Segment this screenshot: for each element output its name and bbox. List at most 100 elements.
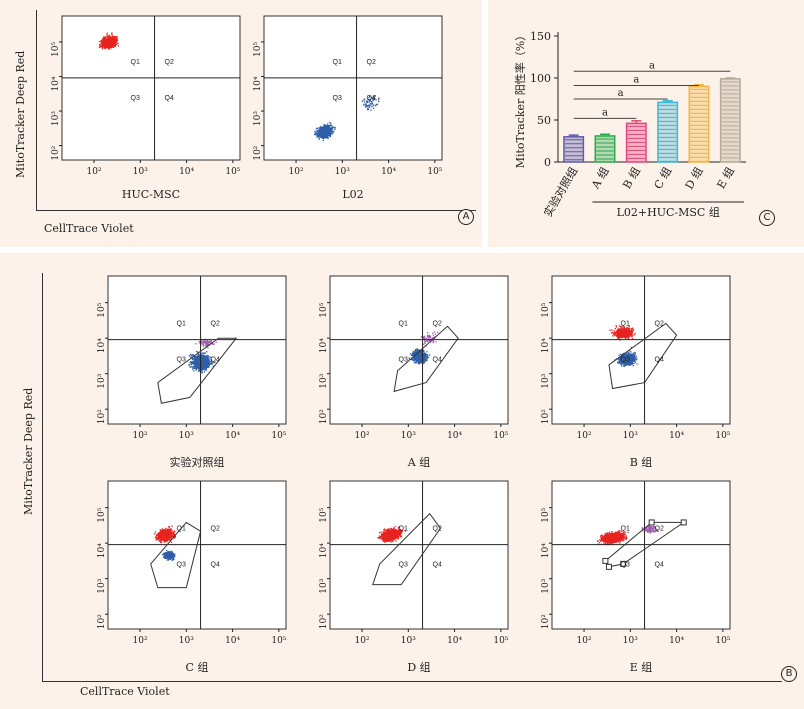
dot-cloud: [597, 523, 658, 546]
category-label: C 组: [651, 165, 675, 192]
y-tick-label: 10⁴: [319, 338, 329, 353]
quadrant-label: Q2: [165, 59, 174, 66]
separator: [482, 0, 488, 250]
plot-frame: [263, 15, 443, 161]
x-tick-label: 10⁵: [493, 636, 508, 646]
dot-cloud: [377, 525, 406, 543]
panel-b-marker: B: [781, 666, 797, 682]
y-tick-label: 10²: [253, 145, 263, 160]
quadrant-label: Q2: [211, 321, 220, 328]
gate-handle: [648, 519, 655, 526]
flow-plot-svg: Q1 Q2 Q3 Q4 10² 10³ 10⁴ 10⁵ 10² 10³ 10⁴ 10⁵: [541, 480, 731, 646]
plot-frame: [107, 275, 287, 425]
gate-polygon: [150, 521, 202, 589]
plot-frame: [329, 480, 509, 630]
dot-cloud: [314, 95, 380, 141]
x-tick-label: 10⁴: [179, 167, 194, 177]
y-tick-label: 10⁴: [51, 76, 61, 91]
quadrant-label: Q3: [333, 95, 342, 102]
flow-plot: Q1 Q2 Q3 Q4 10² 10³ 10⁴ 10⁵ 10² 10³ 10⁴ 10⁵: [541, 275, 731, 441]
y-axis-label: MitoTracker 阳性率（%）: [513, 30, 527, 169]
gate-polygon: [157, 337, 238, 404]
y-tick-label: 0: [544, 156, 551, 169]
x-tick-label: 10⁴: [225, 636, 240, 646]
y-tick-label: 10⁵: [541, 302, 551, 317]
panel-b-ylabel: MitoTracker Deep Red: [22, 387, 35, 515]
x-tick-label: 10²: [87, 167, 102, 177]
significance-label: a: [649, 60, 655, 71]
gate-handle: [680, 519, 687, 526]
panel-a: MitoTracker Deep Red CellTrace Violet A …: [0, 0, 482, 247]
x-tick-label: 10⁴: [669, 431, 684, 441]
y-tick-label: 10³: [541, 578, 551, 593]
quadrant-label: Q1: [177, 321, 186, 328]
flow-plot-svg: Q1 Q2 Q3 Q4 10² 10³ 10⁴ 10⁵ 10² 10³ 10⁴ 10⁵: [97, 275, 287, 441]
flow-plot: Q1 Q2 Q3 Q4 10² 10³ 10⁴ 10⁵ 10² 10³ 10⁴ 10⁵: [51, 15, 241, 177]
x-tick-label: 10⁴: [225, 431, 240, 441]
category-label: B 组: [620, 165, 643, 192]
x-tick-label: 10⁵: [271, 636, 286, 646]
y-tick-label: 10⁵: [541, 507, 551, 522]
x-tick-label: 10⁵: [715, 636, 730, 646]
group-label: L02+HUC-MSC 组: [617, 205, 720, 219]
x-tick-label: 10²: [289, 167, 304, 177]
flow-plot: Q1 Q2 Q3 Q4 10² 10³ 10⁴ 10⁵ 10² 10³ 10⁴ 10⁵: [97, 480, 287, 646]
y-tick-label: 10²: [319, 614, 329, 629]
y-tick-label: 150: [530, 30, 551, 43]
significance-label: a: [633, 75, 639, 86]
quadrant-label: Q4: [211, 562, 220, 569]
quadrant-label: Q2: [433, 526, 442, 533]
plot-frame: [107, 480, 287, 630]
panel-a-xlabel: CellTrace Violet: [44, 222, 134, 235]
quadrant-label: Q2: [433, 321, 442, 328]
y-tick-label: 10⁵: [51, 42, 61, 57]
x-tick-label: 10³: [179, 431, 194, 441]
plot-label: D 组: [407, 661, 431, 674]
y-tick-label: 10⁵: [97, 507, 107, 522]
flow-plot-svg: Q1 Q2 Q3 Q4 10² 10³ 10⁴ 10⁵ 10² 10³ 10⁴ 10⁵: [51, 15, 241, 177]
y-tick-label: 10⁵: [319, 302, 329, 317]
plot-label: A 组: [407, 456, 431, 469]
flow-plot-svg: Q1 Q2 Q3 Q4 10² 10³ 10⁴ 10⁵ 10² 10³ 10⁴ 10⁵: [319, 480, 509, 646]
y-tick-label: 10³: [319, 578, 329, 593]
quadrant-label: Q4: [367, 95, 376, 102]
flow-plot: Q1 Q2 Q3 Q4 10² 10³ 10⁴ 10⁵ 10² 10³ 10⁴ 10⁵: [97, 275, 287, 441]
x-tick-label: 10²: [577, 636, 592, 646]
quadrant-label: Q4: [433, 562, 442, 569]
gate-polygon: [608, 322, 678, 390]
flow-plot: Q1 Q2 Q3 Q4 10² 10³ 10⁴ 10⁵ 10² 10³ 10⁴ 10⁵: [319, 275, 509, 441]
y-tick-label: 10⁵: [319, 507, 329, 522]
x-tick-label: 10²: [133, 431, 148, 441]
plot-frame: [61, 15, 241, 161]
plot-label: E 组: [629, 661, 653, 674]
quadrant-label: Q1: [621, 321, 630, 328]
y-tick-label: 10²: [51, 145, 61, 160]
quadrant-label: Q3: [177, 357, 186, 364]
quadrant-label: Q4: [165, 95, 174, 102]
quadrant-label: Q2: [655, 526, 664, 533]
separator: [0, 247, 804, 253]
dot-cloud: [609, 325, 638, 367]
bar: [594, 135, 616, 163]
x-tick-label: 10³: [179, 636, 194, 646]
y-tick-label: 10³: [97, 373, 107, 388]
quadrant-label: Q4: [655, 562, 664, 569]
panel-a-axis-y: [36, 10, 37, 210]
x-tick-label: 10³: [401, 431, 416, 441]
plot-label: HUC-MSC: [121, 188, 181, 201]
quadrant-label: Q3: [399, 357, 408, 364]
quadrant-label: Q1: [621, 526, 630, 533]
quadrant-label: Q1: [131, 59, 140, 66]
y-tick-label: 10³: [253, 111, 263, 126]
quadrant-label: Q4: [655, 357, 664, 364]
panel-a-axis-x: [36, 210, 476, 211]
y-tick-label: 10²: [97, 409, 107, 424]
panel-b-axis-x: [42, 681, 782, 682]
y-tick-label: 10²: [541, 409, 551, 424]
dot-cloud: [153, 525, 177, 562]
x-tick-label: 10²: [133, 636, 148, 646]
x-tick-label: 10³: [335, 167, 350, 177]
y-tick-label: 10⁴: [541, 338, 551, 353]
plot-label: L02: [342, 188, 364, 201]
category-label: A 组: [588, 165, 612, 192]
